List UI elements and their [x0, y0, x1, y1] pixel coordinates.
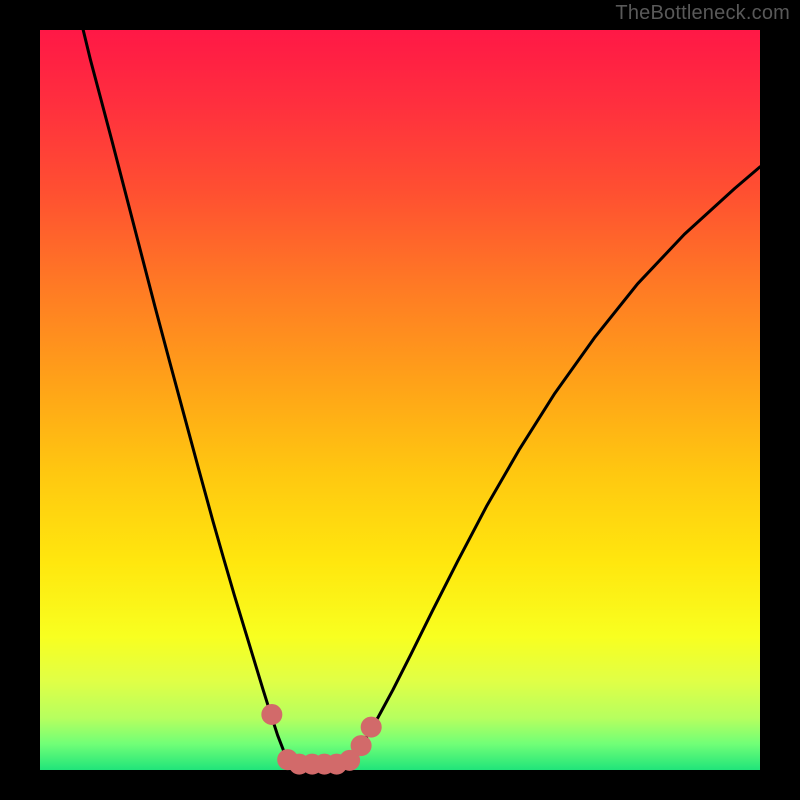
- bottleneck-chart: [0, 0, 800, 800]
- marker-dot: [351, 736, 371, 756]
- watermark-text: TheBottleneck.com: [615, 2, 790, 25]
- marker-dot: [262, 705, 282, 725]
- plot-gradient-background: [40, 30, 760, 770]
- chart-stage: TheBottleneck.com: [0, 0, 800, 800]
- marker-dot: [361, 717, 381, 737]
